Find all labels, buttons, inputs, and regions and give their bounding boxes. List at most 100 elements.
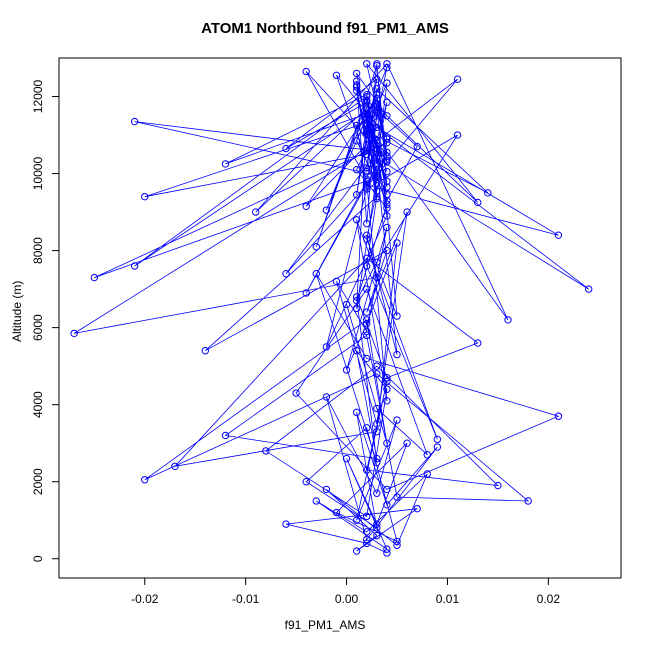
data-point (322, 206, 331, 214)
data-point (302, 478, 310, 486)
data-point (383, 156, 391, 164)
data-point (130, 262, 139, 270)
data-point (171, 462, 179, 470)
data-point (383, 139, 391, 147)
data-point (383, 501, 391, 509)
x-tick-label: -0.01 (232, 592, 260, 606)
data-point (352, 166, 361, 174)
data-point (363, 466, 371, 474)
data-point (363, 115, 371, 124)
data-point (433, 443, 442, 451)
data-point (373, 489, 381, 497)
data-point (383, 112, 391, 120)
data-point (363, 106, 371, 114)
data-point (403, 439, 411, 447)
chart-title: ATOM1 Northbound f91_PM1_AMS (201, 20, 449, 37)
data-point (373, 146, 381, 155)
data-point (322, 485, 331, 494)
data-point (383, 374, 391, 382)
data-point (363, 354, 371, 363)
data-point (413, 504, 421, 513)
data-point (393, 350, 401, 359)
data-point (352, 293, 361, 301)
data-point (363, 185, 371, 193)
data-point (393, 541, 401, 549)
x-tick-label: 0.00 (335, 592, 359, 606)
data-point (453, 75, 462, 83)
data-point (373, 62, 381, 70)
data-point (373, 85, 381, 93)
data-point (373, 362, 381, 370)
data-point (363, 320, 371, 328)
data-point (352, 516, 361, 524)
data-point (554, 231, 563, 239)
data-point (373, 179, 381, 187)
data-point (504, 316, 512, 324)
data-point (373, 60, 381, 68)
data-point (383, 212, 391, 220)
x-axis: -0.02 -0.01 0.00 0.01 0.02 (131, 577, 560, 606)
data-point (494, 481, 502, 490)
data-point (322, 343, 331, 351)
data-point (342, 454, 351, 463)
data-point (352, 296, 361, 305)
data-point (383, 167, 391, 176)
data-point (373, 173, 381, 182)
data-point (363, 262, 371, 270)
data-point (373, 102, 381, 110)
data-point (554, 412, 563, 420)
data-point (342, 366, 351, 374)
data-point (373, 171, 381, 180)
data-point (393, 537, 401, 546)
data-point (363, 285, 371, 293)
data-point (252, 208, 260, 216)
series-line (73, 63, 589, 554)
data-point (585, 285, 593, 293)
data-point (363, 167, 371, 176)
data-point (141, 476, 149, 484)
y-tick-label: 10000 (31, 157, 45, 191)
data-point (393, 493, 401, 501)
data-point (383, 177, 391, 185)
data-point (373, 123, 381, 132)
data-point (363, 110, 371, 118)
data-point (363, 512, 371, 521)
data-point (282, 270, 290, 278)
data-point (373, 531, 381, 540)
data-point (383, 385, 391, 393)
data-point (352, 137, 361, 145)
data-point (484, 189, 492, 197)
x-axis-label: f91_PM1_AMS (284, 618, 366, 632)
y-tick-label: 4000 (31, 391, 45, 418)
y-tick-label: 12000 (31, 80, 45, 114)
data-point (363, 127, 371, 135)
data-point (383, 98, 391, 106)
data-point (352, 547, 361, 555)
data-point (383, 148, 391, 157)
data-point (383, 377, 391, 386)
data-point (373, 192, 381, 201)
data-point (70, 329, 78, 338)
data-point (352, 77, 361, 85)
data-point (312, 497, 320, 505)
data-point (363, 177, 371, 185)
data-point (363, 254, 371, 262)
data-point (352, 216, 361, 224)
y-tick-label: 2000 (31, 468, 45, 495)
data-point (373, 169, 381, 178)
data-point (524, 497, 532, 505)
data-point (363, 535, 371, 544)
data-point (141, 192, 149, 201)
data-point (302, 202, 310, 210)
data-point (383, 152, 391, 160)
data-point (312, 243, 320, 251)
data-point (373, 75, 381, 83)
data-point (423, 451, 431, 459)
data-point (373, 524, 381, 532)
data-point (373, 458, 381, 467)
data-point (352, 304, 361, 313)
data-point (363, 146, 371, 155)
data-point (373, 108, 381, 116)
data-point (363, 219, 371, 228)
